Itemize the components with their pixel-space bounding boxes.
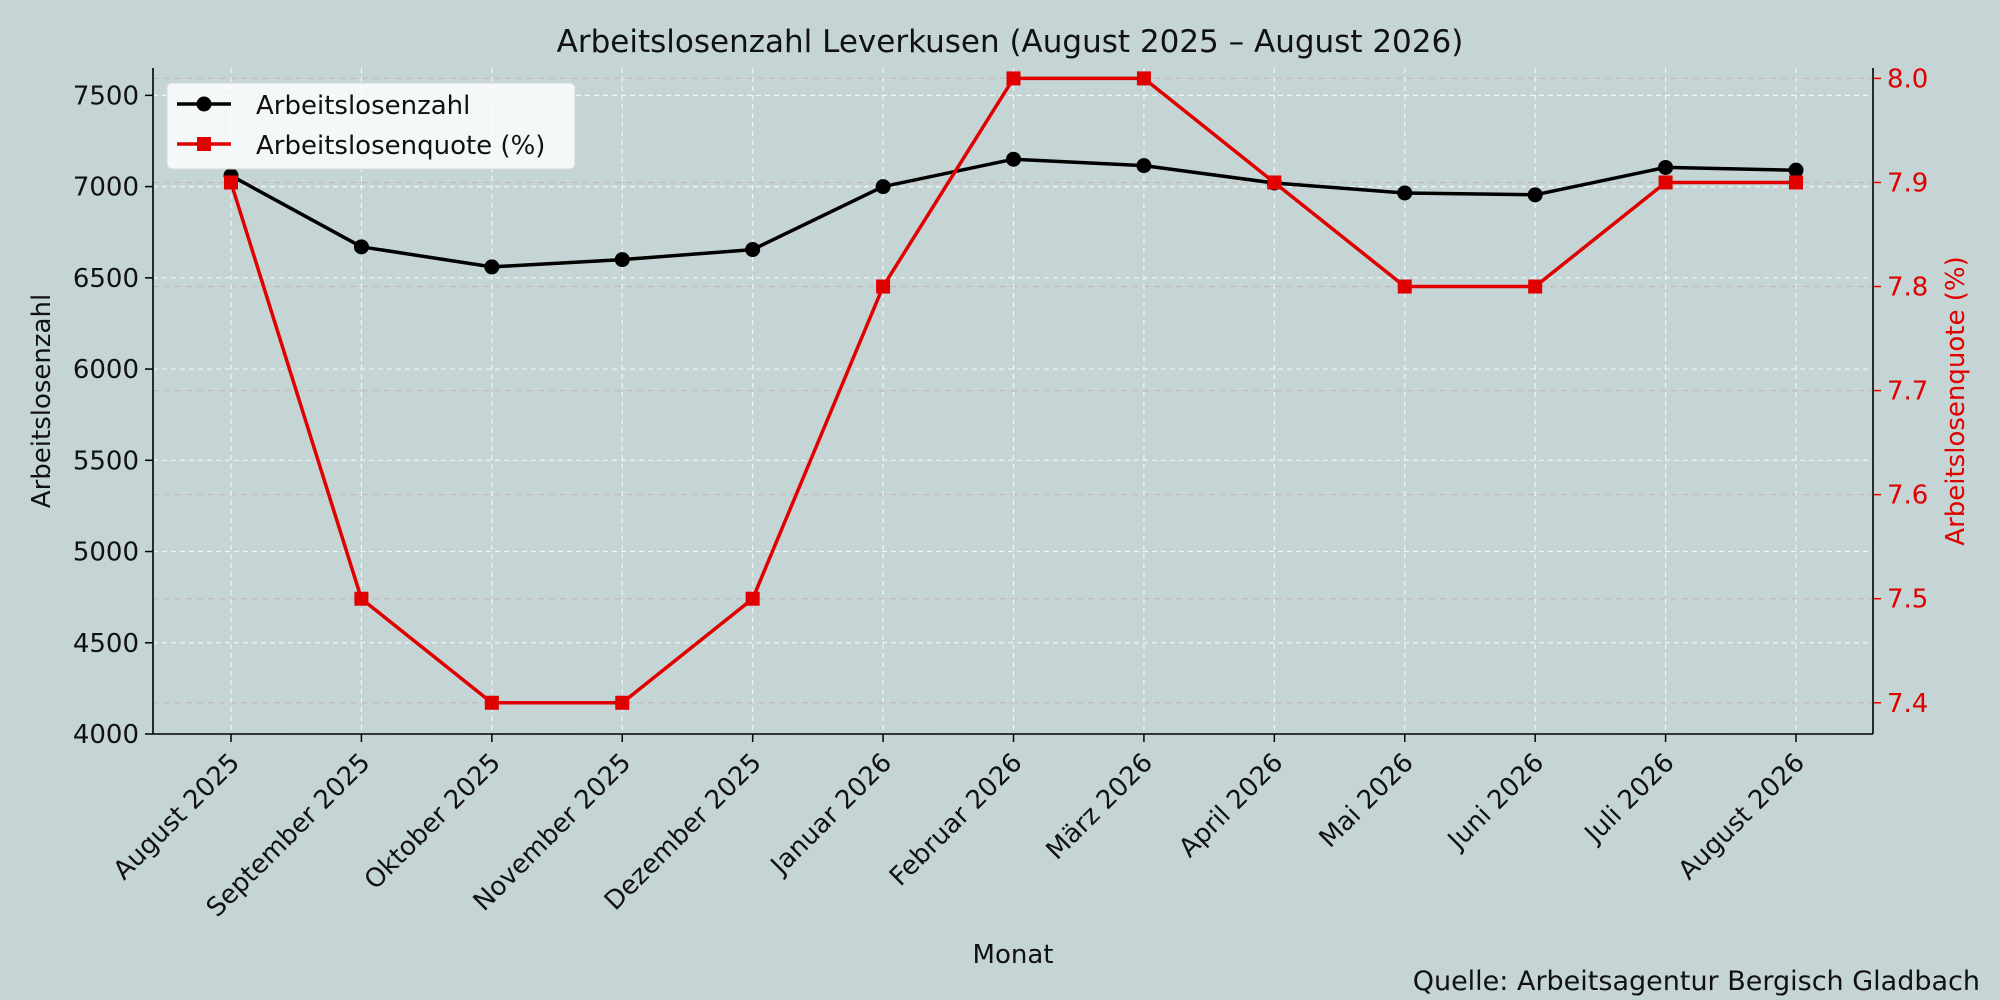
marker-arbeitslosenquote-november-2025 [615, 695, 630, 710]
tick-label-left-6000: 6000 [73, 355, 139, 385]
tick-label-right-7-4: 7.4 [1887, 689, 1928, 719]
marker-arbeitslosenquote-april-2026 [1267, 175, 1282, 190]
x-axis-label: Monat [973, 940, 1054, 970]
series [223, 71, 1804, 710]
marker-arbeitslosenquote-februar-2026 [1006, 71, 1021, 86]
series-arbeitslosenzahl [223, 151, 1804, 275]
tick-label-left-5500: 5500 [73, 446, 139, 476]
y-axis-right-label: Arbeitslosenquote (%) [1941, 256, 1971, 545]
marker-arbeitslosenquote-september-2025 [354, 591, 369, 606]
marker-arbeitslosenzahl-september-2025 [353, 239, 369, 255]
marker-arbeitslosenquote-august-2026 [1789, 175, 1803, 190]
left-axis-ticks: 4000 4500 5000 5500 6000 6500 7000 7500 [73, 81, 153, 750]
tick-label-right-7-6: 7.6 [1887, 481, 1928, 511]
marker-arbeitslosenquote-juli-2026 [1658, 175, 1673, 190]
marker-arbeitslosenquote-mai-2026 [1397, 279, 1412, 294]
tick-label-left-7000: 7000 [73, 173, 139, 203]
marker-arbeitslosenquote-dezember-2025 [745, 591, 760, 606]
tick-label-right-7-8: 7.8 [1887, 273, 1928, 303]
tick-label-right-7-9: 7.9 [1887, 168, 1928, 198]
series-arbeitslosenquote [224, 71, 1803, 710]
marker-arbeitslosenzahl-juli-2026 [1658, 159, 1674, 175]
marker-arbeitslosenzahl-juni-2026 [1527, 187, 1543, 203]
legend-box [166, 82, 576, 170]
tick-label-left-5000: 5000 [73, 538, 139, 568]
tick-label-left-6500: 6500 [73, 264, 139, 294]
marker-arbeitslosenquote-juni-2026 [1528, 279, 1543, 294]
legend-label-arbeitslosenzahl: Arbeitslosenzahl [256, 91, 470, 121]
marker-arbeitslosenzahl-mai-2026 [1397, 185, 1413, 201]
marker-arbeitslosenzahl-januar-2026 [875, 179, 891, 195]
marker-arbeitslosenzahl-oktober-2025 [484, 259, 500, 275]
marker-arbeitslosenquote-januar-2026 [876, 279, 891, 294]
source-note: Quelle: Arbeitsagentur Bergisch Gladbach [1413, 966, 1980, 997]
tick-label-right-7-7: 7.7 [1887, 377, 1928, 407]
tick-label-left-4500: 4500 [73, 629, 139, 659]
tick-label-left-4000: 4000 [73, 720, 139, 750]
y-axis-left-label: Arbeitslosenzahl [27, 294, 57, 508]
marker-arbeitslosenzahl-februar-2026 [1006, 151, 1021, 167]
marker-arbeitslosenquote-oktober-2025 [484, 695, 499, 710]
legend-marker-arbeitslosenquote [197, 137, 211, 151]
marker-arbeitslosenzahl-november-2025 [614, 252, 630, 268]
chart-title: Arbeitslosenzahl Leverkusen (August 2025… [557, 24, 1464, 60]
marker-arbeitslosenquote-m-rz-2026 [1136, 71, 1151, 86]
marker-arbeitslosenzahl-august-2026 [1788, 162, 1804, 178]
right-axis-ticks: 7.4 7.5 7.6 7.7 7.8 7.9 8.0 [1873, 64, 1928, 719]
tick-label-right-8-0: 8.0 [1887, 64, 1928, 94]
legend: Arbeitslosenzahl Arbeitslosenquote (%) [166, 82, 576, 170]
tick-label-right-7-5: 7.5 [1887, 585, 1928, 615]
marker-arbeitslosenquote-august-2025 [224, 175, 238, 190]
marker-arbeitslosenzahl-dezember-2025 [745, 242, 761, 258]
tick-label-left-7500: 7500 [73, 81, 139, 111]
marker-arbeitslosenzahl-m-rz-2026 [1136, 158, 1152, 174]
legend-label-arbeitslosenquote: Arbeitslosenquote (%) [256, 131, 545, 161]
legend-marker-arbeitslosenzahl [196, 96, 212, 112]
